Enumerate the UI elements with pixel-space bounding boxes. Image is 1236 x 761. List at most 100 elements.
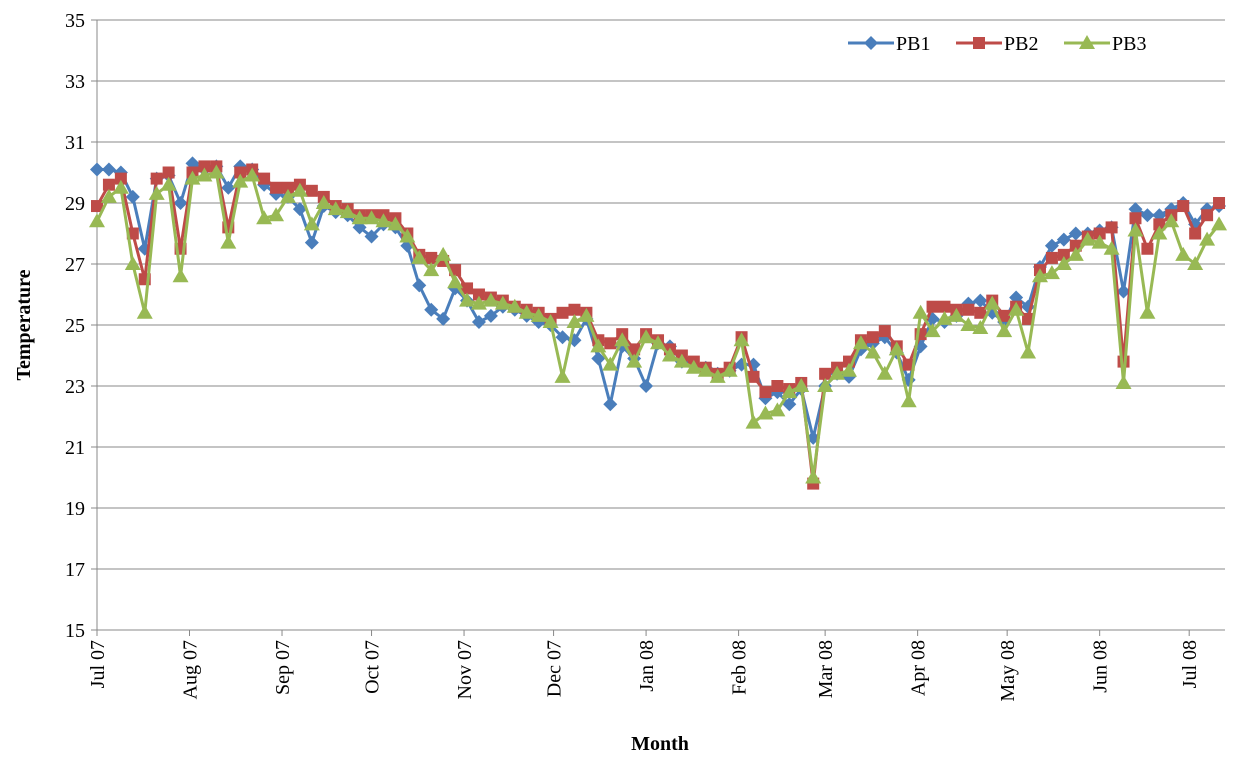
marker (782, 397, 797, 412)
marker (424, 302, 439, 317)
marker (220, 234, 237, 249)
y-tick-label: 35 (65, 10, 85, 32)
marker (364, 229, 379, 244)
marker (244, 167, 261, 182)
marker (1057, 248, 1070, 261)
marker (150, 172, 163, 185)
y-tick-label: 33 (65, 71, 85, 93)
series (89, 164, 1228, 484)
x-tick-label: Jul 08 (1179, 640, 1201, 688)
marker (1175, 246, 1192, 261)
marker (591, 351, 606, 366)
marker (852, 335, 869, 350)
marker (114, 172, 127, 185)
legend: PB1 PB2 PB3 (848, 33, 1146, 55)
marker (1067, 246, 1084, 261)
marker (148, 185, 165, 200)
x-tick-label: Mar 08 (815, 640, 837, 698)
marker (745, 414, 762, 429)
marker (972, 320, 989, 335)
marker (948, 307, 965, 322)
marker (1189, 227, 1202, 240)
marker (1211, 216, 1228, 231)
marker (304, 235, 319, 250)
marker (101, 162, 116, 177)
marker (518, 304, 535, 319)
marker (125, 189, 140, 204)
series-line (97, 161, 1220, 439)
marker (769, 402, 786, 417)
legend-marker (864, 36, 878, 50)
marker (279, 188, 296, 203)
x-tick-label: Jul 07 (87, 640, 109, 688)
marker (1008, 301, 1025, 316)
marker (771, 380, 784, 392)
x-tick-label: May 08 (997, 640, 1019, 702)
marker (1116, 284, 1131, 299)
marker (124, 256, 141, 270)
marker (661, 347, 678, 362)
marker (1068, 226, 1083, 241)
marker (542, 313, 559, 328)
legend-label: PB2 (1004, 33, 1038, 55)
y-tick-label: 23 (65, 376, 85, 398)
marker (506, 298, 523, 313)
x-tick-label: Nov 07 (454, 640, 476, 699)
x-tick-label: Jan 08 (636, 640, 658, 692)
marker (556, 306, 569, 319)
marker (864, 344, 881, 359)
marker (281, 181, 294, 194)
marker (268, 207, 285, 222)
marker (256, 210, 273, 225)
x-tick-label: Dec 07 (544, 640, 566, 697)
marker (841, 362, 857, 377)
marker (1020, 344, 1037, 359)
marker (1091, 234, 1108, 249)
marker (1213, 197, 1226, 209)
marker (602, 356, 619, 371)
marker (973, 293, 988, 308)
marker (112, 179, 129, 194)
marker (604, 337, 617, 350)
marker (435, 246, 452, 261)
marker (1127, 222, 1144, 237)
marker (924, 323, 941, 338)
marker (721, 362, 738, 377)
marker (1115, 374, 1132, 389)
marker (626, 353, 643, 368)
marker (305, 184, 318, 197)
marker (482, 292, 499, 307)
x-tick-label: Sep 07 (272, 640, 294, 695)
marker (423, 262, 440, 277)
marker (568, 303, 581, 316)
marker (136, 304, 153, 319)
marker (425, 251, 438, 264)
marker (747, 370, 760, 383)
marker (805, 469, 822, 484)
marker (172, 268, 189, 283)
marker (270, 181, 283, 194)
marker (208, 164, 225, 179)
marker (198, 160, 211, 173)
marker (888, 341, 905, 356)
y-tick-label: 21 (65, 437, 85, 459)
marker (303, 216, 320, 231)
x-tick-label: Feb 08 (729, 640, 751, 695)
marker (102, 178, 115, 191)
y-tick-label: 17 (65, 559, 85, 581)
marker (998, 309, 1011, 322)
marker (1022, 312, 1035, 325)
marker (781, 384, 798, 399)
marker (1140, 208, 1155, 223)
marker (100, 188, 117, 203)
x-axis-title: Month (631, 733, 689, 755)
marker (673, 353, 690, 368)
marker (315, 195, 332, 209)
marker (938, 300, 951, 313)
marker (375, 213, 392, 228)
x-tick-label: Oct 07 (362, 640, 384, 694)
marker (412, 278, 427, 293)
marker (90, 162, 104, 177)
marker (819, 367, 832, 380)
marker (638, 329, 655, 344)
